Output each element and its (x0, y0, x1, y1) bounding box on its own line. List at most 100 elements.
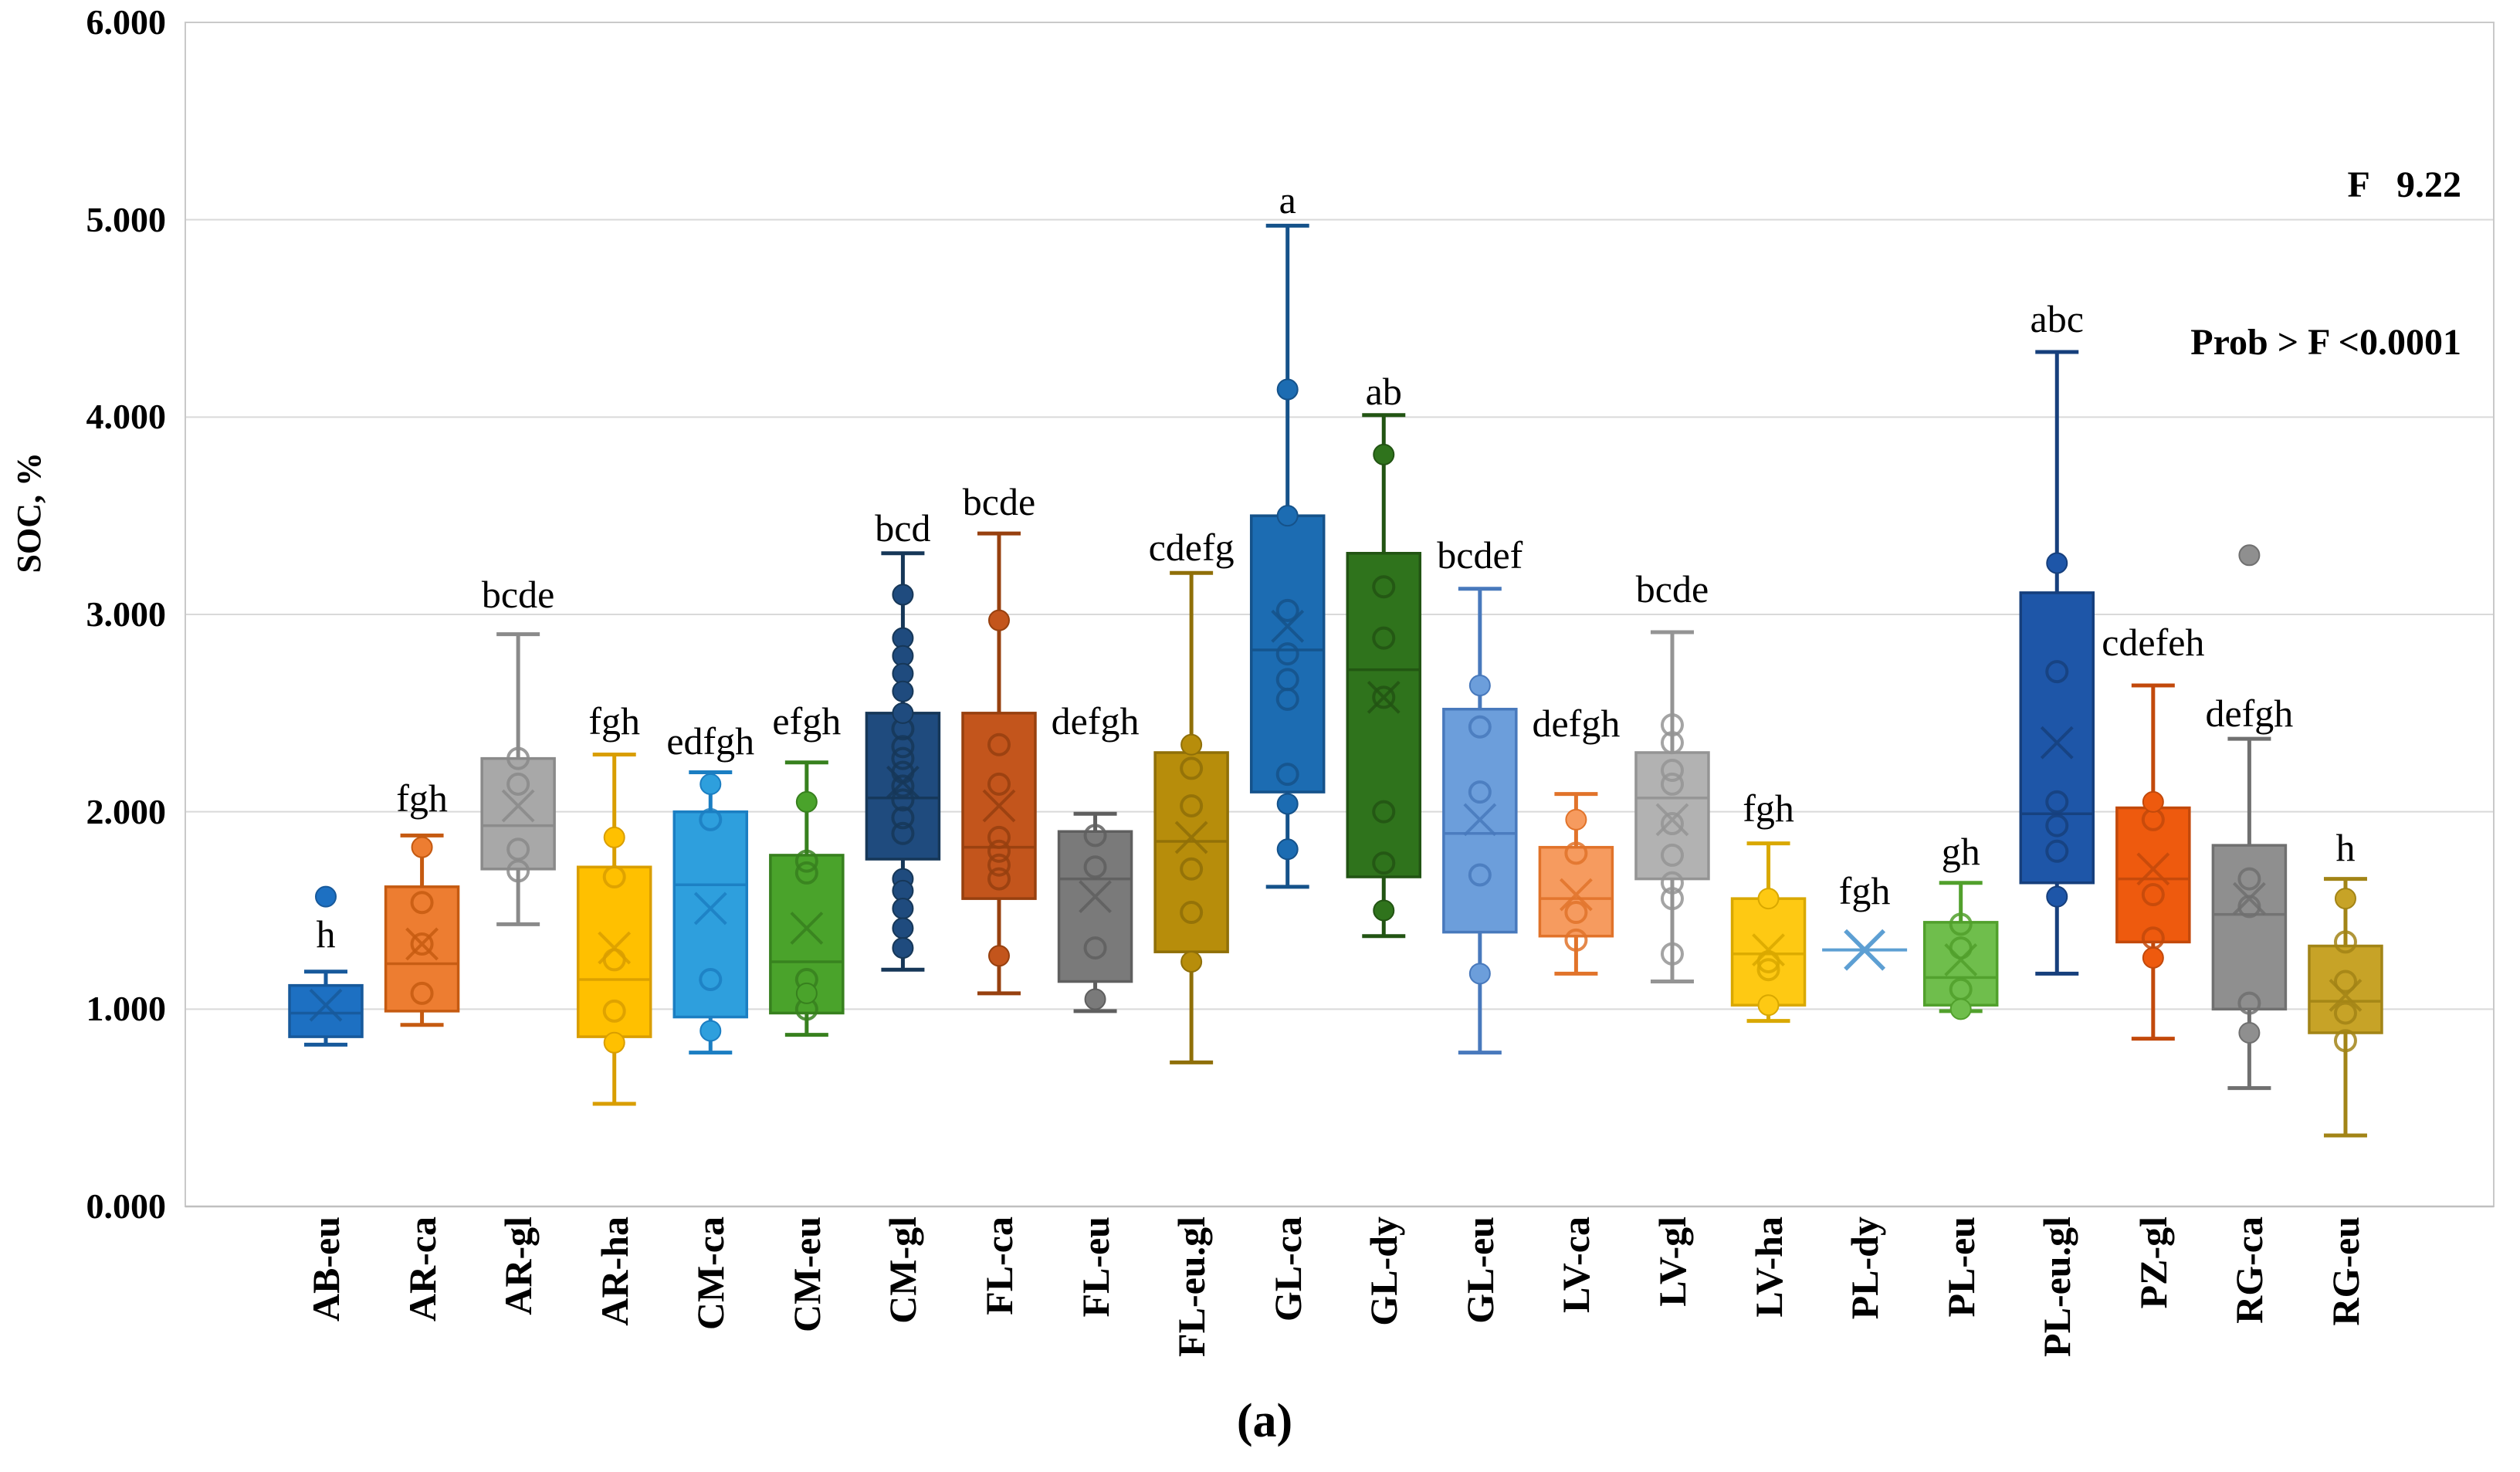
sample-point-open (1756, 949, 1780, 973)
x-category-label-RG-eu: RG-eu (2323, 1217, 2367, 1326)
y-tick-label-5.000: 5.000 (86, 199, 167, 239)
sample-point-open (1372, 626, 1396, 650)
box-group-CM-gl (865, 551, 941, 972)
sample-point-filled (892, 702, 914, 724)
sample-point-open (1660, 772, 1684, 796)
box-group-PL-eu (1922, 881, 1999, 1020)
box-group-GL-eu (1442, 587, 1518, 1055)
box-group-CM-ca (672, 770, 749, 1055)
mean-x-marker (309, 988, 343, 1022)
significance-letter-AR-ca: fgh (396, 776, 448, 820)
sample-point-open (2237, 867, 2261, 891)
significance-letter-RG-ca: defgh (2205, 691, 2294, 735)
sample-point-filled (2334, 888, 2356, 910)
iqr-box (384, 885, 460, 1013)
sample-point-open (2333, 969, 2357, 993)
sample-point-filled (1373, 899, 1395, 922)
sample-point-open (1372, 685, 1396, 709)
significance-letter-AB-eu: h (316, 912, 336, 956)
mean-x-marker (982, 789, 1016, 823)
sample-point-filled (603, 1031, 625, 1054)
y-tick-label-0.000: 0.000 (86, 1186, 167, 1226)
mean-x-marker (1655, 803, 1689, 837)
sample-point-open (1083, 855, 1107, 879)
sample-point-filled (411, 836, 433, 858)
sample-point-open (410, 891, 434, 915)
sample-point-open (1275, 642, 1299, 666)
box-group-LV-ha (1730, 841, 1807, 1024)
x-category-label-PL-eu: PL-eu (1939, 1217, 1983, 1318)
x-category-label-PZ-gl: PZ-gl (2131, 1217, 2175, 1309)
sample-point-filled (1373, 443, 1395, 465)
box-group-AR-ha (576, 753, 652, 1106)
sample-point-open (891, 760, 915, 784)
sample-point-filled (1468, 675, 1491, 697)
box-group-LV-gl (1634, 630, 1710, 984)
sample-point-filled (1276, 793, 1299, 815)
sample-point-open (1275, 687, 1299, 711)
sample-point-open (1949, 936, 1973, 960)
mean-x-marker (501, 789, 535, 823)
sample-point-open (1949, 912, 1973, 936)
significance-letter-AR-gl: bcde (481, 573, 555, 617)
sample-point-filled (1276, 838, 1299, 861)
sample-point-open (987, 733, 1011, 756)
sample-point-open (2141, 883, 2165, 907)
x-category-label-LV-gl: LV-gl (1650, 1217, 1694, 1307)
sample-point-filled (2046, 552, 2068, 574)
sample-point-open (2333, 1029, 2357, 1053)
sample-point-open (602, 948, 626, 972)
iqr-box (576, 865, 652, 1038)
x-category-label-AR-gl: AR-gl (496, 1217, 540, 1315)
sample-point-open (1275, 763, 1299, 787)
sample-point-open (891, 788, 915, 812)
x-category-label-LV-ca: LV-ca (1554, 1217, 1598, 1313)
sample-point-open (1564, 841, 1588, 865)
sample-point-filled (1757, 994, 1780, 1017)
box-group-FL-ca (961, 531, 1037, 996)
sample-point-filled (2142, 790, 2164, 813)
mean-x-marker (1463, 803, 1497, 837)
sample-point-open (410, 932, 434, 956)
significance-letter-PL-eu.gl: abc (2030, 296, 2084, 340)
sample-point-filled (1276, 505, 1299, 527)
iqr-box (2211, 844, 2288, 1011)
box-group-AR-gl (480, 632, 556, 926)
x-category-label-LV-ha: LV-ha (1746, 1217, 1790, 1318)
significance-letter-FL-eu.gl: cdefg (1148, 526, 1235, 570)
sample-point-filled (1084, 988, 1106, 1010)
box-group-GL-dy (1346, 413, 1422, 939)
prob-f-text: Prob > F <0.0001 (2190, 322, 2461, 363)
sample-point-filled (892, 917, 914, 939)
y-tick-label-4.000: 4.000 (86, 397, 167, 437)
box-group-AB-eu (288, 885, 364, 1047)
sample-point-open (1468, 863, 1492, 887)
x-category-label-RG-ca: RG-ca (2227, 1217, 2271, 1324)
sample-point-open (1660, 843, 1684, 867)
sample-point-open (1083, 936, 1107, 960)
sample-point-filled (1757, 888, 1780, 910)
sample-point-open (1083, 824, 1107, 848)
x-category-label-GL-dy: GL-dy (1362, 1217, 1406, 1326)
sample-point-filled (892, 584, 914, 606)
sample-point-filled (699, 1020, 722, 1042)
mean-x-marker (1559, 878, 1593, 912)
significance-letter-LV-gl: bcde (1635, 567, 1709, 611)
box-group-FL-eu (1057, 811, 1133, 1013)
mean-x-marker (2136, 852, 2170, 886)
box-group-PL-eu.gl (2019, 350, 2095, 976)
iqr-box (2308, 944, 2383, 1034)
mean-x-marker (1174, 821, 1208, 854)
sample-point-open (1660, 713, 1684, 737)
sample-point-open (602, 999, 626, 1023)
sample-point-open (891, 774, 915, 798)
anova-stats: F 9.22 Prob > F <0.0001 (2190, 54, 2461, 474)
x-category-label-GL-ca: GL-ca (1265, 1217, 1309, 1322)
x-category-label-AB-eu: AB-eu (304, 1217, 347, 1322)
iqr-box (1922, 921, 1999, 1007)
x-category-label-AR-ha: AR-ha (592, 1217, 636, 1326)
sample-point-filled (987, 945, 1010, 967)
sample-point-open (1180, 794, 1204, 817)
